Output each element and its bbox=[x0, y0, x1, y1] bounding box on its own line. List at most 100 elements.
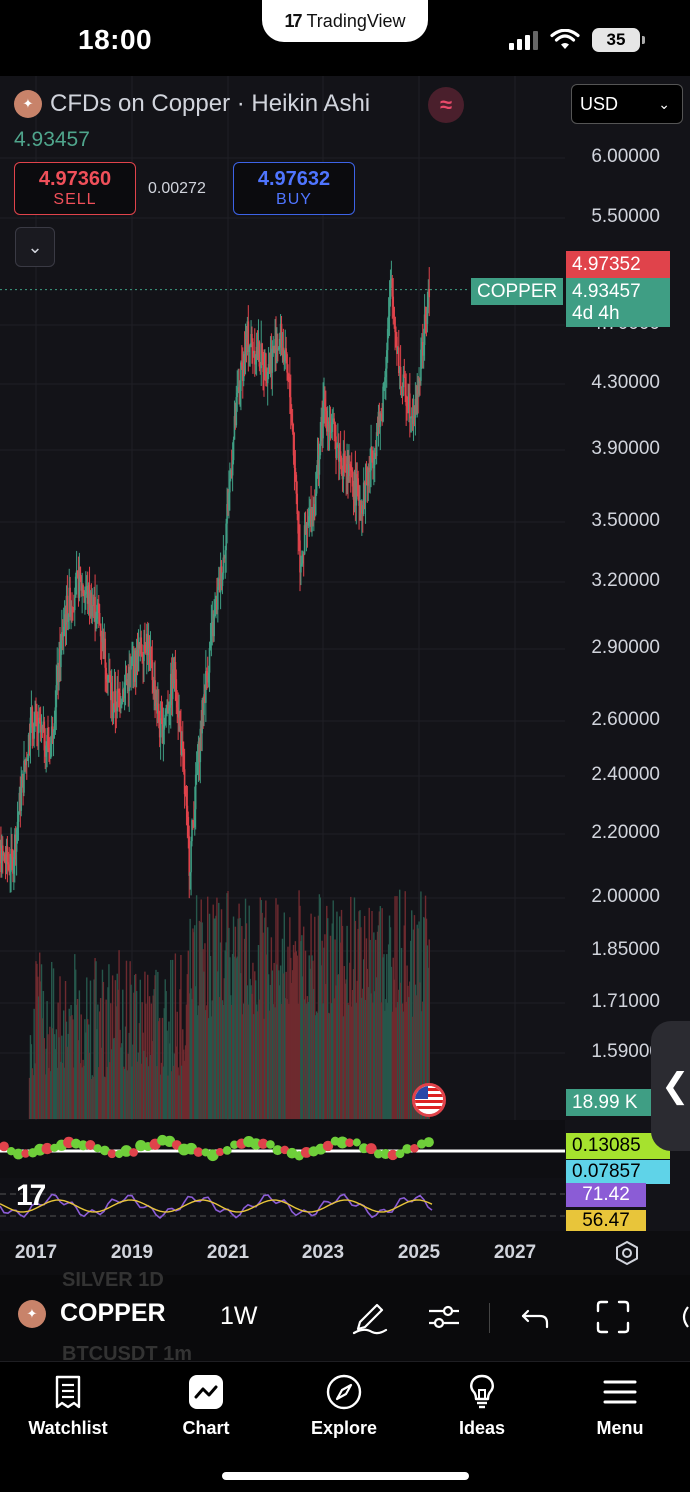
candle-body bbox=[129, 666, 131, 670]
candle-body bbox=[130, 665, 132, 670]
candle-body bbox=[86, 585, 89, 604]
volume-bar bbox=[317, 915, 320, 1119]
toolbar-symbol-button[interactable]: ✦ COPPER bbox=[18, 1299, 166, 1328]
candle-body bbox=[250, 333, 252, 345]
volume-bar bbox=[221, 1000, 224, 1119]
volume-bar bbox=[327, 1012, 330, 1119]
candle-body bbox=[333, 418, 335, 423]
fullscreen-icon[interactable] bbox=[593, 1297, 633, 1337]
candle-body bbox=[342, 453, 345, 480]
volume-bar bbox=[266, 954, 268, 1119]
volume-bar bbox=[347, 1002, 349, 1119]
candle-body bbox=[248, 346, 251, 352]
volume-bar bbox=[371, 911, 373, 1119]
volume-bar bbox=[59, 976, 61, 1119]
volume-bar bbox=[273, 962, 275, 1119]
volume-bar bbox=[179, 989, 181, 1119]
candle-body bbox=[121, 689, 124, 703]
more-toolbar-icon[interactable] bbox=[672, 1297, 690, 1337]
volume-bar bbox=[44, 1074, 46, 1119]
candle-body bbox=[347, 463, 349, 477]
candle-body bbox=[0, 848, 2, 873]
candle-body bbox=[366, 483, 369, 486]
collapse-panel-button[interactable]: ⌄ bbox=[15, 227, 55, 267]
drawing-pen-icon[interactable] bbox=[350, 1297, 390, 1337]
candle-body bbox=[11, 848, 13, 857]
candle-body bbox=[72, 607, 74, 610]
candle-body bbox=[349, 464, 351, 466]
indicators-sliders-icon[interactable] bbox=[424, 1297, 464, 1337]
candle-body bbox=[303, 525, 306, 555]
volume-bar bbox=[407, 985, 409, 1119]
candle-body bbox=[373, 465, 375, 469]
volume-bar bbox=[287, 946, 289, 1119]
home-indicator[interactable] bbox=[222, 1472, 469, 1480]
volume-bar bbox=[95, 961, 97, 1119]
candle-body bbox=[231, 460, 234, 476]
candlestick-chart[interactable] bbox=[0, 76, 690, 1231]
volume-bar bbox=[264, 917, 266, 1119]
indicator-wave-icon[interactable]: ≈ bbox=[428, 87, 464, 123]
volume-bar bbox=[54, 1049, 57, 1119]
time-axis-label: 2019 bbox=[110, 1242, 154, 1263]
candle-body bbox=[97, 603, 100, 613]
currency-select[interactable]: USD ⌄ bbox=[571, 84, 683, 124]
candle-body bbox=[344, 471, 347, 473]
nav-menu[interactable]: Menu bbox=[560, 1372, 680, 1439]
chart-settings-icon[interactable] bbox=[614, 1240, 640, 1266]
side-panel-handle[interactable]: ❮ bbox=[651, 1021, 690, 1151]
candle-body bbox=[190, 841, 192, 873]
volume-bar bbox=[133, 992, 135, 1119]
ghost-watchlist-item: SILVER 1D bbox=[62, 1269, 164, 1291]
volume-bar bbox=[223, 978, 226, 1119]
candle-body bbox=[47, 735, 49, 748]
volume-bar bbox=[199, 921, 202, 1119]
volume-bar bbox=[204, 943, 206, 1119]
buy-button[interactable]: 4.97632 BUY bbox=[233, 162, 355, 215]
candle-body bbox=[79, 566, 82, 577]
volume-bar bbox=[282, 973, 285, 1119]
candle-body bbox=[24, 760, 26, 766]
volume-bar bbox=[416, 924, 418, 1119]
candle-body bbox=[85, 585, 88, 592]
volume-bar bbox=[115, 1006, 118, 1119]
candle-body bbox=[423, 314, 426, 346]
candle-body bbox=[200, 728, 203, 734]
time-axis[interactable]: 2017 2019 2021 2023 2025 2027 bbox=[0, 1231, 690, 1275]
volume-bar bbox=[413, 915, 416, 1119]
us-flag-icon[interactable] bbox=[412, 1083, 446, 1117]
volume-bar bbox=[328, 1013, 331, 1119]
chart-area[interactable]: ✦ CFDs on Copper · Heikin Ashi ≈ USD ⌄ 4… bbox=[0, 76, 690, 1231]
candle-body bbox=[134, 650, 137, 675]
volume-bar bbox=[274, 1007, 276, 1119]
volume-bar bbox=[121, 1043, 123, 1119]
nav-ideas[interactable]: Ideas bbox=[422, 1372, 542, 1439]
nav-chart[interactable]: Chart bbox=[146, 1372, 266, 1439]
candle-body bbox=[277, 347, 280, 350]
volume-bar bbox=[402, 1011, 405, 1119]
sell-button[interactable]: 4.97360 SELL bbox=[14, 162, 136, 215]
volume-bar bbox=[415, 995, 418, 1119]
interval-button[interactable]: 1W bbox=[220, 1302, 258, 1330]
candle-body bbox=[175, 679, 178, 702]
candle-body bbox=[192, 820, 194, 822]
undo-icon[interactable] bbox=[516, 1297, 556, 1337]
volume-bar bbox=[129, 961, 131, 1119]
nav-watchlist[interactable]: Watchlist bbox=[8, 1372, 128, 1439]
volume-bar bbox=[380, 1002, 382, 1119]
symbol-header[interactable]: ✦ CFDs on Copper · Heikin Ashi bbox=[14, 90, 370, 118]
candle-body bbox=[41, 725, 44, 730]
app-pill[interactable]: 17 TradingView bbox=[262, 0, 428, 42]
volume-bar bbox=[414, 984, 417, 1119]
candle-body bbox=[348, 464, 350, 477]
current-price: 4.93457 bbox=[572, 281, 641, 302]
nav-explore[interactable]: Explore bbox=[284, 1372, 404, 1439]
candle-body bbox=[208, 648, 211, 673]
candle-body bbox=[295, 474, 298, 494]
volume-bar bbox=[198, 920, 201, 1119]
volume-bar bbox=[156, 1066, 158, 1119]
candle-body bbox=[65, 595, 68, 625]
candle-body bbox=[29, 717, 32, 746]
volume-bar bbox=[42, 991, 45, 1119]
volume-bar bbox=[253, 1014, 255, 1119]
